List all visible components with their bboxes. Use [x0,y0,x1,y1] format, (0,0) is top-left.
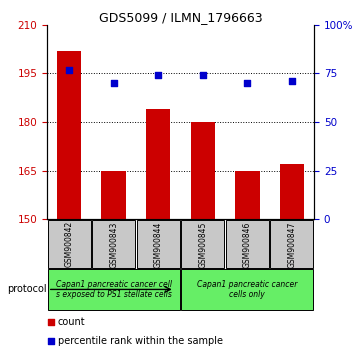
Point [111,80,117,86]
Bar [181,221,224,268]
Point [289,79,295,84]
Text: GSM900847: GSM900847 [287,221,296,268]
Point [66,67,72,73]
Bar [181,269,313,310]
Bar [137,221,180,268]
Bar [101,171,126,219]
Text: percentile rank within the sample: percentile rank within the sample [58,336,223,346]
Bar [48,221,91,268]
Point [48,338,54,343]
Point [48,320,54,325]
Title: GDS5099 / ILMN_1796663: GDS5099 / ILMN_1796663 [99,11,262,24]
Text: GSM900842: GSM900842 [65,221,74,268]
Bar [235,171,260,219]
Bar [146,109,170,219]
Text: count: count [58,318,85,327]
Text: GSM900843: GSM900843 [109,221,118,268]
Bar [48,269,180,310]
Bar [191,122,215,219]
Bar [270,221,313,268]
Text: protocol: protocol [7,284,47,295]
Point [244,80,250,86]
Text: GSM900845: GSM900845 [198,221,207,268]
Bar [92,221,135,268]
Bar [279,164,304,219]
Bar [57,51,82,219]
Text: GSM900844: GSM900844 [154,221,163,268]
Point [200,73,206,78]
Point [155,73,161,78]
Bar [226,221,269,268]
Text: GSM900846: GSM900846 [243,221,252,268]
Text: Capan1 pancreatic cancer
cells only: Capan1 pancreatic cancer cells only [197,280,297,299]
Text: Capan1 pancreatic cancer cell
s exposed to PS1 stellate cells: Capan1 pancreatic cancer cell s exposed … [56,280,172,299]
